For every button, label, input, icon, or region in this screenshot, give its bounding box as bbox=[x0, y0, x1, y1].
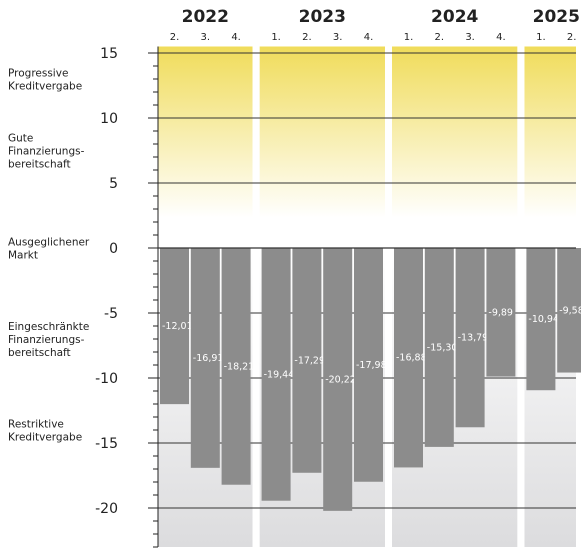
zone-labels: ProgressiveKreditvergabeGuteFinanzierung… bbox=[8, 68, 90, 444]
zone-label-line: Ausgeglichener bbox=[8, 237, 90, 249]
bar bbox=[455, 248, 485, 428]
neutral-band bbox=[524, 218, 576, 248]
neutral-band bbox=[392, 218, 518, 248]
zone-label-line: Kreditvergabe bbox=[8, 432, 82, 444]
quarter-label: 2. bbox=[435, 32, 445, 43]
y-tick-label: -20 bbox=[95, 501, 118, 517]
neutral-band bbox=[158, 218, 253, 248]
bar bbox=[526, 248, 556, 391]
positive-band bbox=[158, 46, 253, 218]
bar bbox=[354, 248, 383, 482]
zone-label-line: Gute bbox=[8, 133, 33, 145]
y-tick-label: -5 bbox=[104, 306, 118, 322]
zone-label-line: Finanzierungs- bbox=[8, 334, 85, 346]
quarter-label: 3. bbox=[201, 32, 211, 43]
year-label: 2025 bbox=[533, 7, 580, 27]
bar bbox=[557, 248, 581, 373]
quarter-label: 1. bbox=[536, 32, 546, 43]
bar-value-label: -10,94 bbox=[528, 314, 559, 325]
bar-value-label: -15,30 bbox=[427, 342, 458, 353]
zone-label-line: Progressive bbox=[8, 68, 68, 80]
y-tick-label: 0 bbox=[109, 241, 118, 257]
bar-value-label: -19,44 bbox=[264, 369, 295, 380]
bar-value-label: -17,29 bbox=[294, 355, 325, 366]
bar-value-label: -18,21 bbox=[224, 361, 255, 372]
bar-value-label: -16,88 bbox=[396, 353, 427, 364]
bar-value-label: -17,98 bbox=[356, 360, 387, 371]
year-separator bbox=[385, 46, 392, 547]
y-tick-label: -15 bbox=[95, 436, 118, 452]
bar bbox=[292, 248, 322, 473]
quarter-label: 1. bbox=[404, 32, 414, 43]
zone-label-line: bereitschaft bbox=[8, 347, 71, 359]
quarter-label: 4. bbox=[231, 32, 241, 43]
y-tick-label: -10 bbox=[95, 371, 118, 387]
bar-value-label: -13,79 bbox=[458, 333, 489, 344]
quarter-label: 2. bbox=[170, 32, 180, 43]
zone-label-line: bereitschaft bbox=[8, 159, 71, 171]
bar bbox=[394, 248, 423, 468]
year-label: 2023 bbox=[299, 7, 346, 27]
year-separator bbox=[517, 46, 525, 547]
quarter-label: 1. bbox=[271, 32, 281, 43]
bars: -12,01 -16,91-18,21 -19,44 -17,29-20,22-17,… bbox=[158, 247, 581, 511]
zone-label-line: Markt bbox=[8, 250, 38, 262]
y-tick-label: 15 bbox=[100, 46, 118, 62]
quarter-label: 4. bbox=[364, 32, 374, 43]
quarter-label: 3. bbox=[465, 32, 475, 43]
zone-label-line: Eingeschränkte bbox=[8, 321, 89, 333]
bar-value-label: -20,22 bbox=[325, 374, 356, 385]
bar bbox=[261, 248, 291, 501]
bar bbox=[160, 248, 189, 405]
y-tick-label: 10 bbox=[100, 111, 118, 127]
zone-label-line: Restriktive bbox=[8, 419, 64, 431]
bar bbox=[486, 248, 516, 377]
year-label: 2022 bbox=[182, 7, 229, 27]
neutral-band bbox=[259, 218, 385, 248]
quarter-label: 2. bbox=[567, 32, 577, 43]
bar bbox=[190, 248, 220, 468]
quarter-label: 4. bbox=[496, 32, 506, 43]
bar-value-label: -9,58 bbox=[559, 305, 581, 316]
positive-band bbox=[259, 46, 385, 218]
zone-label-line: Finanzierungs- bbox=[8, 146, 85, 158]
y-axis: 15 10 5 0 -5 -10 -15 -20 bbox=[95, 46, 159, 548]
positive-band bbox=[392, 46, 518, 218]
bar bbox=[424, 248, 454, 447]
bar-value-label: -16,91 bbox=[193, 353, 224, 364]
period-header: 2022 2023 2024 2025 2. 3. 4. 1. 2. 3. 4. 1. 2. 3. 4. 1.… bbox=[170, 7, 580, 43]
bar-value-label: -9,89 bbox=[488, 307, 513, 318]
quarter-label: 3. bbox=[333, 32, 343, 43]
positive-band bbox=[524, 46, 576, 218]
year-separator bbox=[252, 46, 260, 547]
bar bbox=[221, 248, 251, 485]
year-label: 2024 bbox=[431, 7, 478, 27]
quarter-label: 2. bbox=[302, 32, 312, 43]
bar-value-label: -12,01 bbox=[162, 321, 193, 332]
zone-label-line: Kreditvergabe bbox=[8, 81, 82, 93]
bar bbox=[323, 248, 353, 511]
y-tick-label: 5 bbox=[109, 176, 118, 192]
